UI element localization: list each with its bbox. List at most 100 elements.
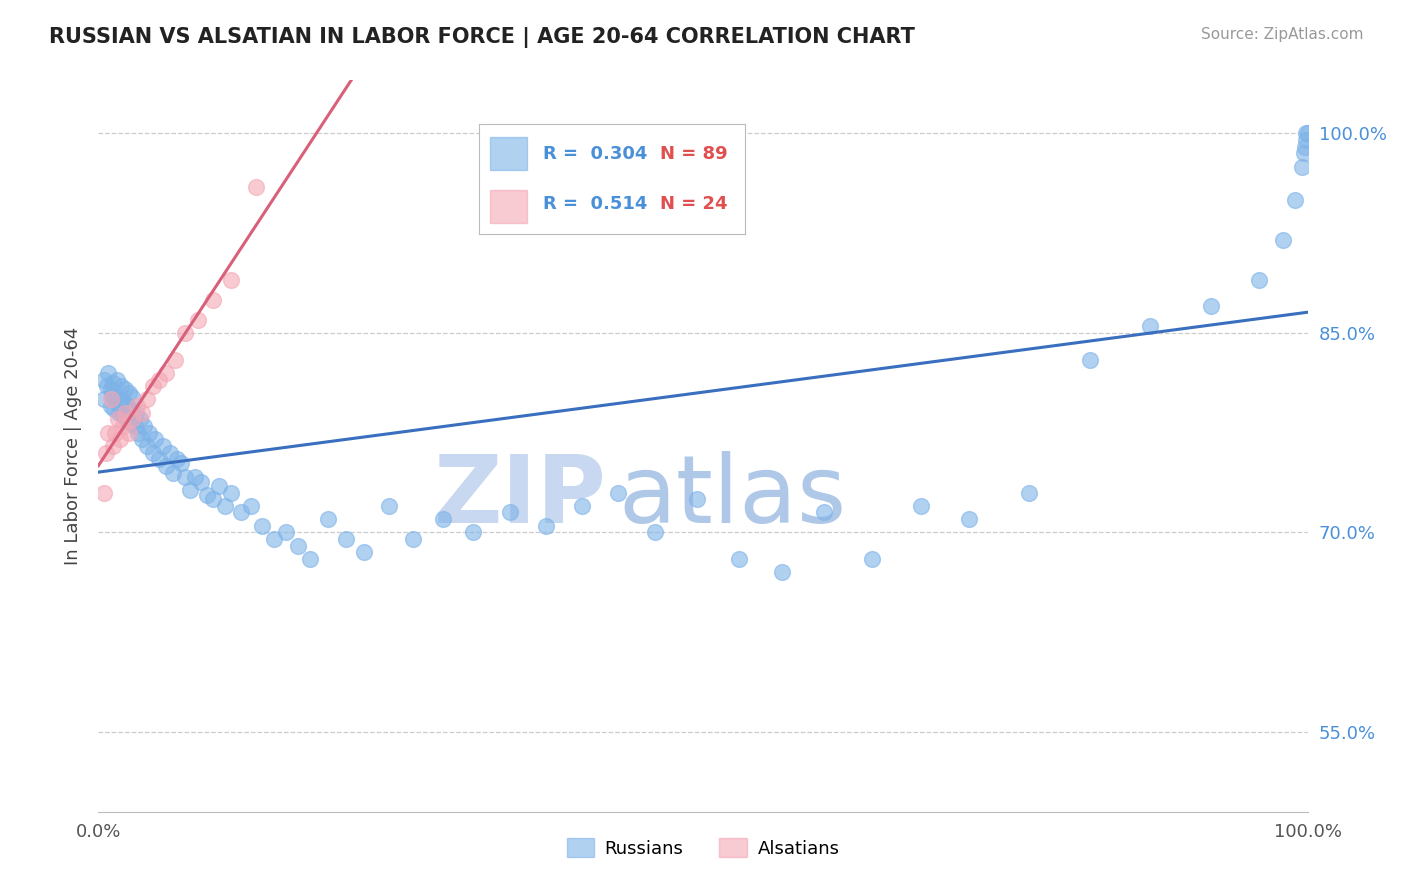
Point bbox=[208, 479, 231, 493]
Point bbox=[127, 425, 149, 440]
Point bbox=[93, 372, 115, 386]
Point bbox=[121, 390, 143, 404]
Point bbox=[162, 466, 184, 480]
Point bbox=[202, 293, 225, 307]
Point bbox=[1296, 127, 1319, 141]
Point bbox=[1295, 133, 1317, 147]
Point bbox=[142, 445, 165, 459]
Point bbox=[100, 388, 122, 402]
Point bbox=[174, 469, 197, 483]
Point bbox=[335, 532, 357, 546]
Point bbox=[571, 499, 593, 513]
Text: Source: ZipAtlas.com: Source: ZipAtlas.com bbox=[1201, 27, 1364, 42]
Point bbox=[1078, 352, 1101, 367]
Point bbox=[1295, 127, 1317, 141]
Point bbox=[103, 401, 125, 416]
Point bbox=[142, 379, 165, 393]
Point bbox=[353, 545, 375, 559]
Point bbox=[124, 419, 146, 434]
Point bbox=[1291, 160, 1313, 174]
Text: RUSSIAN VS ALSATIAN IN LABOR FORCE | AGE 20-64 CORRELATION CHART: RUSSIAN VS ALSATIAN IN LABOR FORCE | AGE… bbox=[49, 27, 915, 48]
Point bbox=[108, 406, 131, 420]
Point bbox=[117, 399, 139, 413]
Point bbox=[159, 445, 181, 459]
Point bbox=[239, 499, 262, 513]
Point bbox=[770, 566, 793, 580]
Point bbox=[135, 392, 157, 407]
Point bbox=[101, 376, 124, 391]
Point bbox=[463, 525, 485, 540]
Point bbox=[143, 433, 166, 447]
Point bbox=[111, 419, 134, 434]
Point bbox=[114, 406, 136, 420]
Point bbox=[94, 445, 117, 459]
Point bbox=[97, 366, 120, 380]
Point bbox=[644, 525, 666, 540]
Point bbox=[114, 382, 136, 396]
Point bbox=[107, 412, 129, 426]
Point bbox=[100, 392, 122, 407]
Point bbox=[93, 485, 115, 500]
Point bbox=[910, 499, 932, 513]
Point bbox=[1294, 140, 1316, 154]
Point bbox=[110, 379, 132, 393]
Point bbox=[250, 518, 273, 533]
Point bbox=[118, 385, 141, 400]
Point bbox=[187, 312, 209, 326]
Point bbox=[184, 469, 207, 483]
Point bbox=[221, 273, 243, 287]
Point bbox=[195, 488, 218, 502]
Point bbox=[274, 525, 297, 540]
Legend: Russians, Alsatians: Russians, Alsatians bbox=[560, 831, 846, 865]
Point bbox=[131, 433, 153, 447]
Point bbox=[432, 512, 454, 526]
Point bbox=[1272, 233, 1295, 247]
Point bbox=[152, 439, 174, 453]
Point bbox=[105, 372, 128, 386]
Point bbox=[245, 179, 267, 194]
Point bbox=[131, 406, 153, 420]
Point bbox=[1139, 319, 1161, 334]
Point bbox=[120, 403, 142, 417]
Point bbox=[135, 439, 157, 453]
Point bbox=[155, 366, 177, 380]
Text: atlas: atlas bbox=[619, 451, 846, 543]
Point bbox=[169, 456, 191, 470]
Point bbox=[299, 552, 322, 566]
Point bbox=[190, 475, 212, 489]
Point bbox=[813, 506, 835, 520]
Point bbox=[104, 425, 127, 440]
Point bbox=[229, 506, 252, 520]
Point bbox=[104, 385, 127, 400]
Point bbox=[316, 512, 339, 526]
Point bbox=[148, 452, 170, 467]
Point bbox=[498, 506, 520, 520]
Point bbox=[134, 419, 156, 434]
Point bbox=[121, 412, 143, 426]
Point bbox=[155, 458, 177, 473]
Point bbox=[179, 483, 201, 497]
Point bbox=[100, 382, 122, 396]
Point bbox=[108, 392, 131, 407]
Point bbox=[115, 412, 138, 426]
Point bbox=[1249, 273, 1271, 287]
Point bbox=[111, 409, 134, 423]
Point bbox=[287, 539, 309, 553]
Point bbox=[97, 425, 120, 440]
Point bbox=[1284, 193, 1306, 207]
Point bbox=[174, 326, 197, 340]
Point bbox=[202, 492, 225, 507]
Point bbox=[607, 485, 630, 500]
Point bbox=[163, 352, 186, 367]
Point bbox=[221, 485, 243, 500]
Point bbox=[377, 499, 399, 513]
Point bbox=[1199, 299, 1222, 313]
Point bbox=[166, 452, 188, 467]
Point bbox=[128, 412, 150, 426]
Point bbox=[93, 392, 115, 407]
Point bbox=[112, 395, 135, 409]
Point bbox=[1018, 485, 1040, 500]
Point bbox=[263, 532, 285, 546]
Point bbox=[118, 417, 141, 431]
Point bbox=[1292, 146, 1315, 161]
